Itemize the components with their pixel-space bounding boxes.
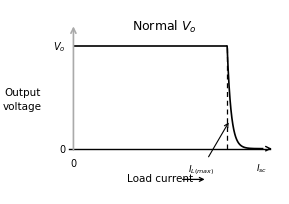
Text: Load current: Load current xyxy=(127,173,193,183)
Text: 0: 0 xyxy=(60,144,66,154)
Text: $V_o$: $V_o$ xyxy=(53,40,66,54)
Text: $I_{L(max)}$: $I_{L(max)}$ xyxy=(188,124,228,176)
Text: Normal $V_o$: Normal $V_o$ xyxy=(131,19,197,35)
Text: $I_{sc}$: $I_{sc}$ xyxy=(256,162,267,175)
Text: 0: 0 xyxy=(70,158,77,168)
Text: voltage: voltage xyxy=(3,101,42,111)
Text: Output: Output xyxy=(4,88,40,98)
